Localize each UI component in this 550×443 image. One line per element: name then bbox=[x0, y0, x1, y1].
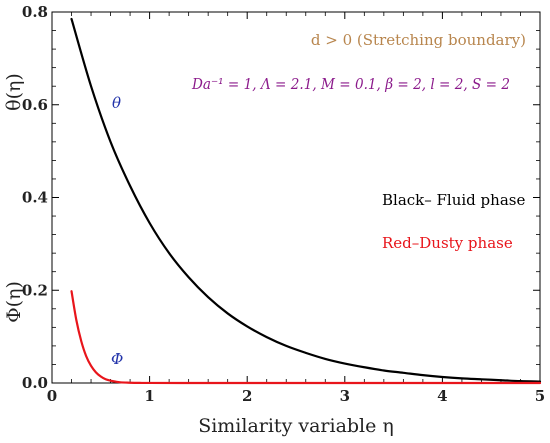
y-tick-label-1: 0.2 bbox=[22, 281, 48, 299]
y-tick-label-0: 0.0 bbox=[22, 374, 48, 392]
y-axis-label-phi: Φ(η) bbox=[3, 281, 25, 323]
x-axis-label: Similarity variable η bbox=[198, 415, 394, 437]
x-tick-label-2: 2 bbox=[242, 387, 252, 405]
fluid-phase-legend: Black– Fluid phase bbox=[382, 191, 525, 209]
series-line-phi bbox=[70, 290, 542, 385]
y-tick-label-4: 0.8 bbox=[22, 3, 48, 21]
y-axis-label-theta: θ(η) bbox=[3, 73, 25, 111]
y-tick-label-2: 0.4 bbox=[22, 189, 48, 207]
boundary-annotation: d > 0 (Stretching boundary) bbox=[311, 31, 526, 49]
x-tick-label-3: 3 bbox=[340, 387, 350, 405]
x-tick-label-0: 0 bbox=[47, 387, 57, 405]
parameters-annotation: Da⁻¹ = 1, Λ = 2.1, M = 0.1, β = 2, l = 2… bbox=[191, 75, 510, 93]
series-layer bbox=[70, 17, 542, 385]
phi-curve-label: Φ bbox=[111, 350, 123, 368]
x-tick-label-4: 4 bbox=[437, 387, 447, 405]
dusty-phase-legend: Red–Dusty phase bbox=[382, 234, 513, 252]
theta-curve-label: θ bbox=[112, 94, 121, 112]
y-ticks: 0.0 0.2 0.4 0.6 0.8 bbox=[22, 3, 540, 392]
series-line-theta bbox=[70, 17, 542, 383]
y-tick-label-3: 0.6 bbox=[22, 96, 48, 114]
x-tick-label-1: 1 bbox=[144, 387, 154, 405]
x-tick-label-5: 5 bbox=[535, 387, 545, 405]
